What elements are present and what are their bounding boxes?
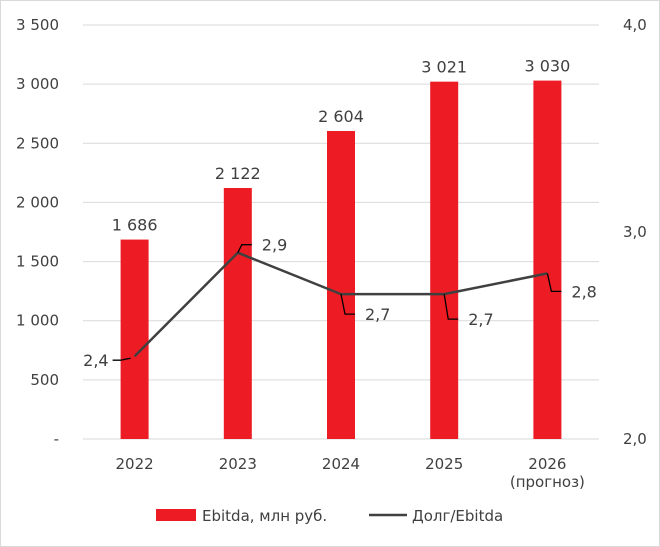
legend: Ebitda, млн руб. Долг/Ebitda: [156, 507, 503, 525]
debt-ebitda-data-label: 2,4: [83, 351, 108, 370]
y-right-tick-label: 2,0: [623, 430, 647, 448]
x-tick-label: 2023: [219, 455, 257, 473]
y-left-tick-label: 3 000: [16, 75, 59, 93]
ebitda-data-label: 2 604: [318, 107, 364, 126]
x-tick-sublabel: (прогноз): [510, 473, 585, 491]
ebitda-data-labels: 1 686 2 122 2 604 3 021 3 030: [112, 57, 571, 235]
y-left-tick-label: 1 000: [16, 312, 59, 330]
y-right-tick-label: 4,0: [623, 16, 647, 34]
debt-ebitda-data-label: 2,9: [262, 236, 287, 255]
ebitda-bar: [533, 80, 562, 439]
ebitda-bar: [223, 187, 252, 439]
debt-ebitda-data-label: 2,7: [468, 310, 493, 329]
data-label-leader: [112, 357, 131, 361]
debt-ebitda-data-labels: 2,4 2,9 2,7 2,7 2,8: [83, 236, 597, 371]
legend-label-debt-ebitda: Долг/Ebitda: [412, 507, 503, 525]
legend-label-ebitda: Ebitda, млн руб.: [202, 507, 327, 525]
ebitda-data-label: 3 021: [421, 58, 467, 77]
data-label-leader: [237, 244, 252, 253]
data-label-leader: [546, 273, 562, 293]
y-left-tick-label: 1 500: [16, 253, 59, 271]
data-label-leader: [340, 293, 355, 315]
debt-ebitda-data-label: 2,8: [571, 282, 596, 301]
x-tick-label: 2022: [116, 455, 154, 473]
ebitda-data-label: 3 030: [524, 57, 570, 76]
x-tick-label: 2026: [528, 455, 566, 473]
y-left-tick-label: 2 000: [16, 193, 59, 211]
y-left-tick-label: 3 500: [16, 16, 59, 34]
x-tick-label: 2025: [425, 455, 463, 473]
ebitda-data-label: 2 122: [215, 164, 261, 183]
y-left-tick-label: 500: [30, 371, 59, 389]
y-left-tick-label: 2 500: [16, 134, 59, 152]
ebitda-bar: [430, 81, 459, 439]
ebitda-bar: [120, 239, 149, 439]
ebitda-bar: [327, 130, 355, 439]
left-axis-ticks: - 500 1 000 1 500 2 000 2 500 3 000 3 500: [16, 16, 59, 448]
y-right-tick-label: 3,0: [623, 223, 647, 241]
x-axis-ticks: 2022 2023 2024 2025 2026(прогноз): [116, 455, 585, 491]
ebitda-bars: [120, 80, 562, 439]
right-axis-ticks: 2,0 3,0 4,0: [623, 16, 647, 448]
ebitda-data-label: 1 686: [112, 216, 158, 235]
data-label-leader: [443, 293, 459, 320]
x-tick-label: 2024: [322, 455, 360, 473]
debt-ebitda-data-label: 2,7: [365, 305, 390, 324]
y-left-tick-label: -: [54, 430, 59, 448]
legend-swatch-ebitda: [156, 509, 196, 521]
